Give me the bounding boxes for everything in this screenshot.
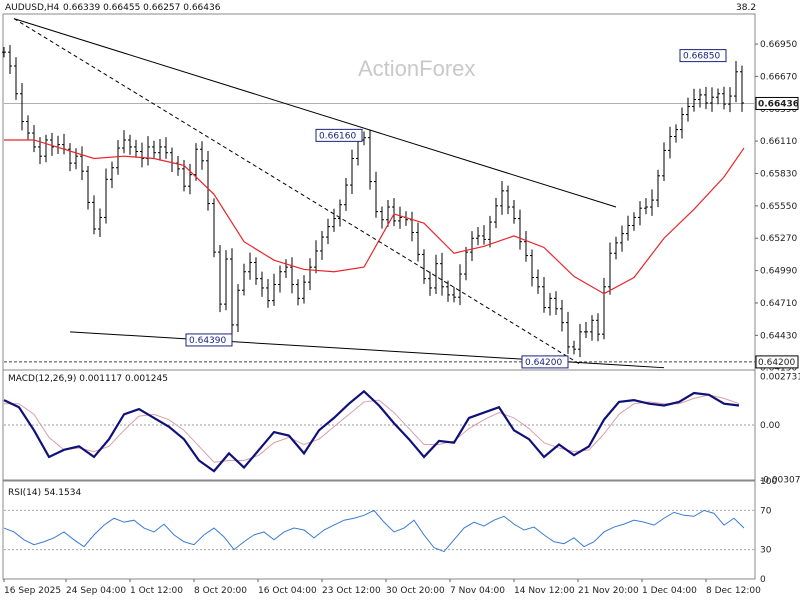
price-plot xyxy=(2,18,745,369)
rsi-tick-label: 0 xyxy=(760,575,766,585)
time-tick-label: 14 Nov 12:00 xyxy=(514,586,575,596)
price-tick-label: 0.66670 xyxy=(760,72,797,82)
price-tick-label: 0.64150 xyxy=(760,364,797,374)
price-annotation-label: 0.66850 xyxy=(683,52,720,62)
price-tick-label: 0.64710 xyxy=(760,299,797,309)
price-tick-label: 0.65550 xyxy=(760,202,797,212)
macd-plot xyxy=(3,389,740,473)
macd-line xyxy=(3,389,740,473)
macd-tick-label: 0.002731 xyxy=(760,373,800,383)
macd-title: MACD(12,26,9) 0.001117 0.001245 xyxy=(8,374,168,384)
rsi-tick-label: 30 xyxy=(760,546,772,556)
macd-tick-label: 0.00 xyxy=(760,421,780,431)
price-annotation-box xyxy=(521,355,569,369)
rsi-panel xyxy=(2,480,756,580)
time-tick-label: 1 Oct 12:00 xyxy=(130,586,183,596)
support-price-label: 0.64200 xyxy=(758,358,795,368)
support-price-box xyxy=(755,355,799,369)
macd-panel xyxy=(2,369,756,481)
time-tick-label: 8 Oct 20:00 xyxy=(194,586,247,596)
time-tick-label: 23 Oct 12:00 xyxy=(322,586,381,596)
macd-tick-label: -0.003077 xyxy=(760,476,800,486)
symbol-label: AUDUSD,H4 xyxy=(5,3,60,13)
price-annotation-label: 0.64390 xyxy=(189,336,226,346)
price-annotation-label: 0.66160 xyxy=(319,131,356,141)
price-annotation-box xyxy=(679,49,727,63)
time-tick-label: 16 Sep 2025 xyxy=(4,586,61,596)
current-price-box xyxy=(755,96,799,110)
time-tick-label: 7 Nov 04:00 xyxy=(450,586,505,596)
reference-lines xyxy=(4,102,755,551)
ohlc-readout: 0.66339 0.66455 0.66257 0.66436 xyxy=(63,3,221,13)
time-tick-label: 8 Dec 12:00 xyxy=(706,586,761,596)
price-tick-label: 0.65270 xyxy=(760,234,797,244)
price-annotation-box xyxy=(315,128,363,142)
moving-average-line xyxy=(4,139,745,295)
time-tick-label: 30 Oct 20:00 xyxy=(386,586,445,596)
price-annotation-box xyxy=(185,333,233,347)
dashed-trendline xyxy=(13,18,581,365)
axis-labels: 0.669500.666700.663900.661100.658300.655… xyxy=(3,40,800,596)
rsi-tick-label: 100 xyxy=(760,477,777,487)
macd-signal-line xyxy=(4,394,740,463)
price-tick-label: 0.66950 xyxy=(760,40,797,50)
price-tick-label: 0.64990 xyxy=(760,267,797,277)
corner-value: 38.2 xyxy=(736,3,756,13)
upper-trendline xyxy=(13,18,617,208)
time-tick-label: 16 Oct 04:00 xyxy=(258,586,317,596)
price-tick-label: 0.65830 xyxy=(760,170,797,180)
rsi-plot xyxy=(3,509,745,553)
rsi-title: RSI(14) 54.1534 xyxy=(8,488,81,498)
watermark: ActionForex xyxy=(358,56,475,81)
time-tick-label: 1 Dec 04:00 xyxy=(642,586,697,596)
current-price-label: 0.66436 xyxy=(758,99,799,109)
time-tick-label: 21 Nov 20:00 xyxy=(578,586,639,596)
price-tick-label: 0.66110 xyxy=(760,137,797,147)
price-tick-label: 0.64430 xyxy=(760,331,797,341)
rsi-line xyxy=(3,509,745,553)
rsi-tick-label: 70 xyxy=(760,506,772,516)
price-annotation-label: 0.64200 xyxy=(525,358,562,368)
time-tick-label: 24 Sep 04:00 xyxy=(66,586,126,596)
